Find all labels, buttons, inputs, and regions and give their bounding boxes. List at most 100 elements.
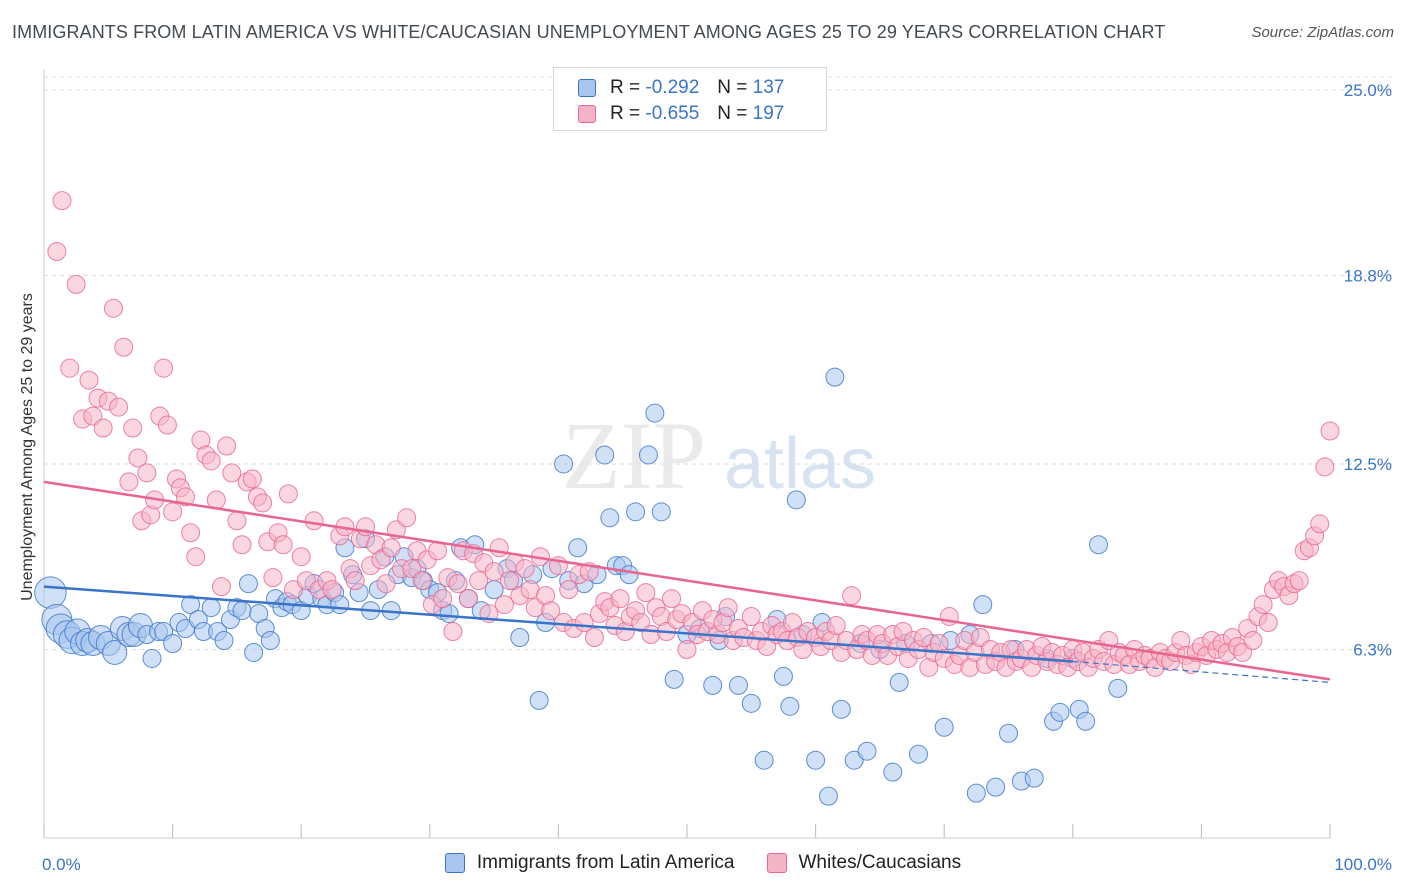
legend-swatch-pink [578, 105, 596, 123]
data-point [142, 648, 162, 668]
data-point [412, 571, 432, 591]
data-point [458, 589, 478, 609]
data-point [741, 693, 761, 713]
data-point [381, 538, 401, 558]
data-point [322, 580, 342, 600]
data-point [123, 418, 143, 438]
data-point [510, 628, 530, 648]
source-label: Source: ZipAtlas.com [1251, 24, 1394, 41]
data-point [494, 595, 514, 615]
data-point [1258, 613, 1278, 633]
legend-label: Immigrants from Latin America [476, 852, 735, 873]
data-point [119, 472, 139, 492]
tick-labels: 6.3% 12.5% 18.8% 25.0% 0.0% 100.0% [42, 81, 1392, 874]
data-point [244, 642, 264, 662]
data-point [857, 741, 877, 761]
data-point [842, 586, 862, 606]
data-point [641, 625, 661, 645]
data-point [1076, 711, 1096, 731]
data-point [986, 777, 1006, 797]
data-point [595, 445, 615, 465]
data-point [217, 436, 237, 456]
data-point [163, 633, 183, 653]
data-point [253, 493, 273, 513]
data-point [181, 595, 201, 615]
data-point [1108, 678, 1128, 698]
y-tick-label: 18.8% [1344, 266, 1392, 285]
data-point [934, 717, 954, 737]
data-point [222, 463, 242, 483]
data-point [60, 358, 80, 378]
data-point [584, 628, 604, 648]
data-point [780, 696, 800, 716]
legend-row-white-caucasian: R = -0.655 N = 197 [578, 102, 784, 126]
data-point [677, 639, 697, 659]
legend-r-label: R = [610, 77, 641, 98]
data-point [128, 448, 148, 468]
data-point [718, 598, 738, 618]
watermark-zip: ZIP [562, 402, 706, 509]
data-point [728, 675, 748, 695]
data-point [651, 502, 671, 522]
data-point [806, 750, 826, 770]
x-tick-label: 0.0% [42, 855, 81, 874]
data-point [79, 370, 99, 390]
legend-r-value: -0.292 [645, 77, 700, 98]
data-point [345, 571, 365, 591]
data-point [273, 535, 293, 555]
data-point [786, 490, 806, 510]
data-point [163, 502, 183, 522]
data-point [52, 191, 72, 211]
grid-lines [44, 76, 1392, 650]
data-point [626, 502, 646, 522]
legend-label: Whites/Caucasians [798, 852, 962, 873]
legend-item-white-caucasian: Whites/Caucasians [766, 852, 962, 874]
data-point [227, 511, 247, 531]
data-point [754, 750, 774, 770]
series-legend: Immigrants from Latin America Whites/Cau… [0, 852, 1406, 874]
y-tick-label: 6.3% [1353, 640, 1392, 659]
legend-swatch-blue [444, 853, 465, 873]
data-point [1315, 457, 1335, 477]
data-point [831, 699, 851, 719]
data-point [1024, 768, 1044, 788]
data-point [908, 744, 928, 764]
data-point [741, 607, 761, 627]
data-point [102, 639, 128, 665]
data-point [568, 538, 588, 558]
data-point [291, 547, 311, 567]
data-point [1089, 535, 1109, 555]
data-point [34, 576, 67, 609]
legend-row-latin-america: R = -0.292 N = 137 [578, 76, 784, 100]
legend-r-value: -0.655 [645, 103, 700, 124]
data-point [103, 298, 123, 318]
data-point [999, 723, 1018, 743]
data-point [664, 669, 684, 689]
data-point [638, 445, 658, 465]
data-point [662, 589, 682, 609]
data-point [559, 580, 579, 600]
series-white-caucasian [47, 191, 1340, 677]
data-point [175, 487, 195, 507]
legend-item-latin-america: Immigrants from Latin America [444, 852, 735, 874]
trend-lines [43, 480, 1331, 683]
axes [43, 70, 1331, 839]
data-point [433, 589, 453, 609]
data-point [500, 571, 520, 591]
data-point [636, 583, 656, 603]
data-point [260, 630, 280, 650]
data-point [137, 463, 157, 483]
data-point [610, 589, 630, 609]
data-point [443, 622, 463, 642]
data-point [211, 577, 231, 597]
data-point [397, 508, 417, 528]
data-point [232, 601, 252, 621]
data-point [484, 562, 504, 582]
chart-title: IMMIGRANTS FROM LATIN AMERICA VS WHITE/C… [12, 22, 1166, 42]
data-point [1320, 421, 1340, 441]
data-point [825, 367, 845, 387]
data-point [154, 358, 174, 378]
data-point [93, 418, 113, 438]
data-point [818, 786, 838, 806]
